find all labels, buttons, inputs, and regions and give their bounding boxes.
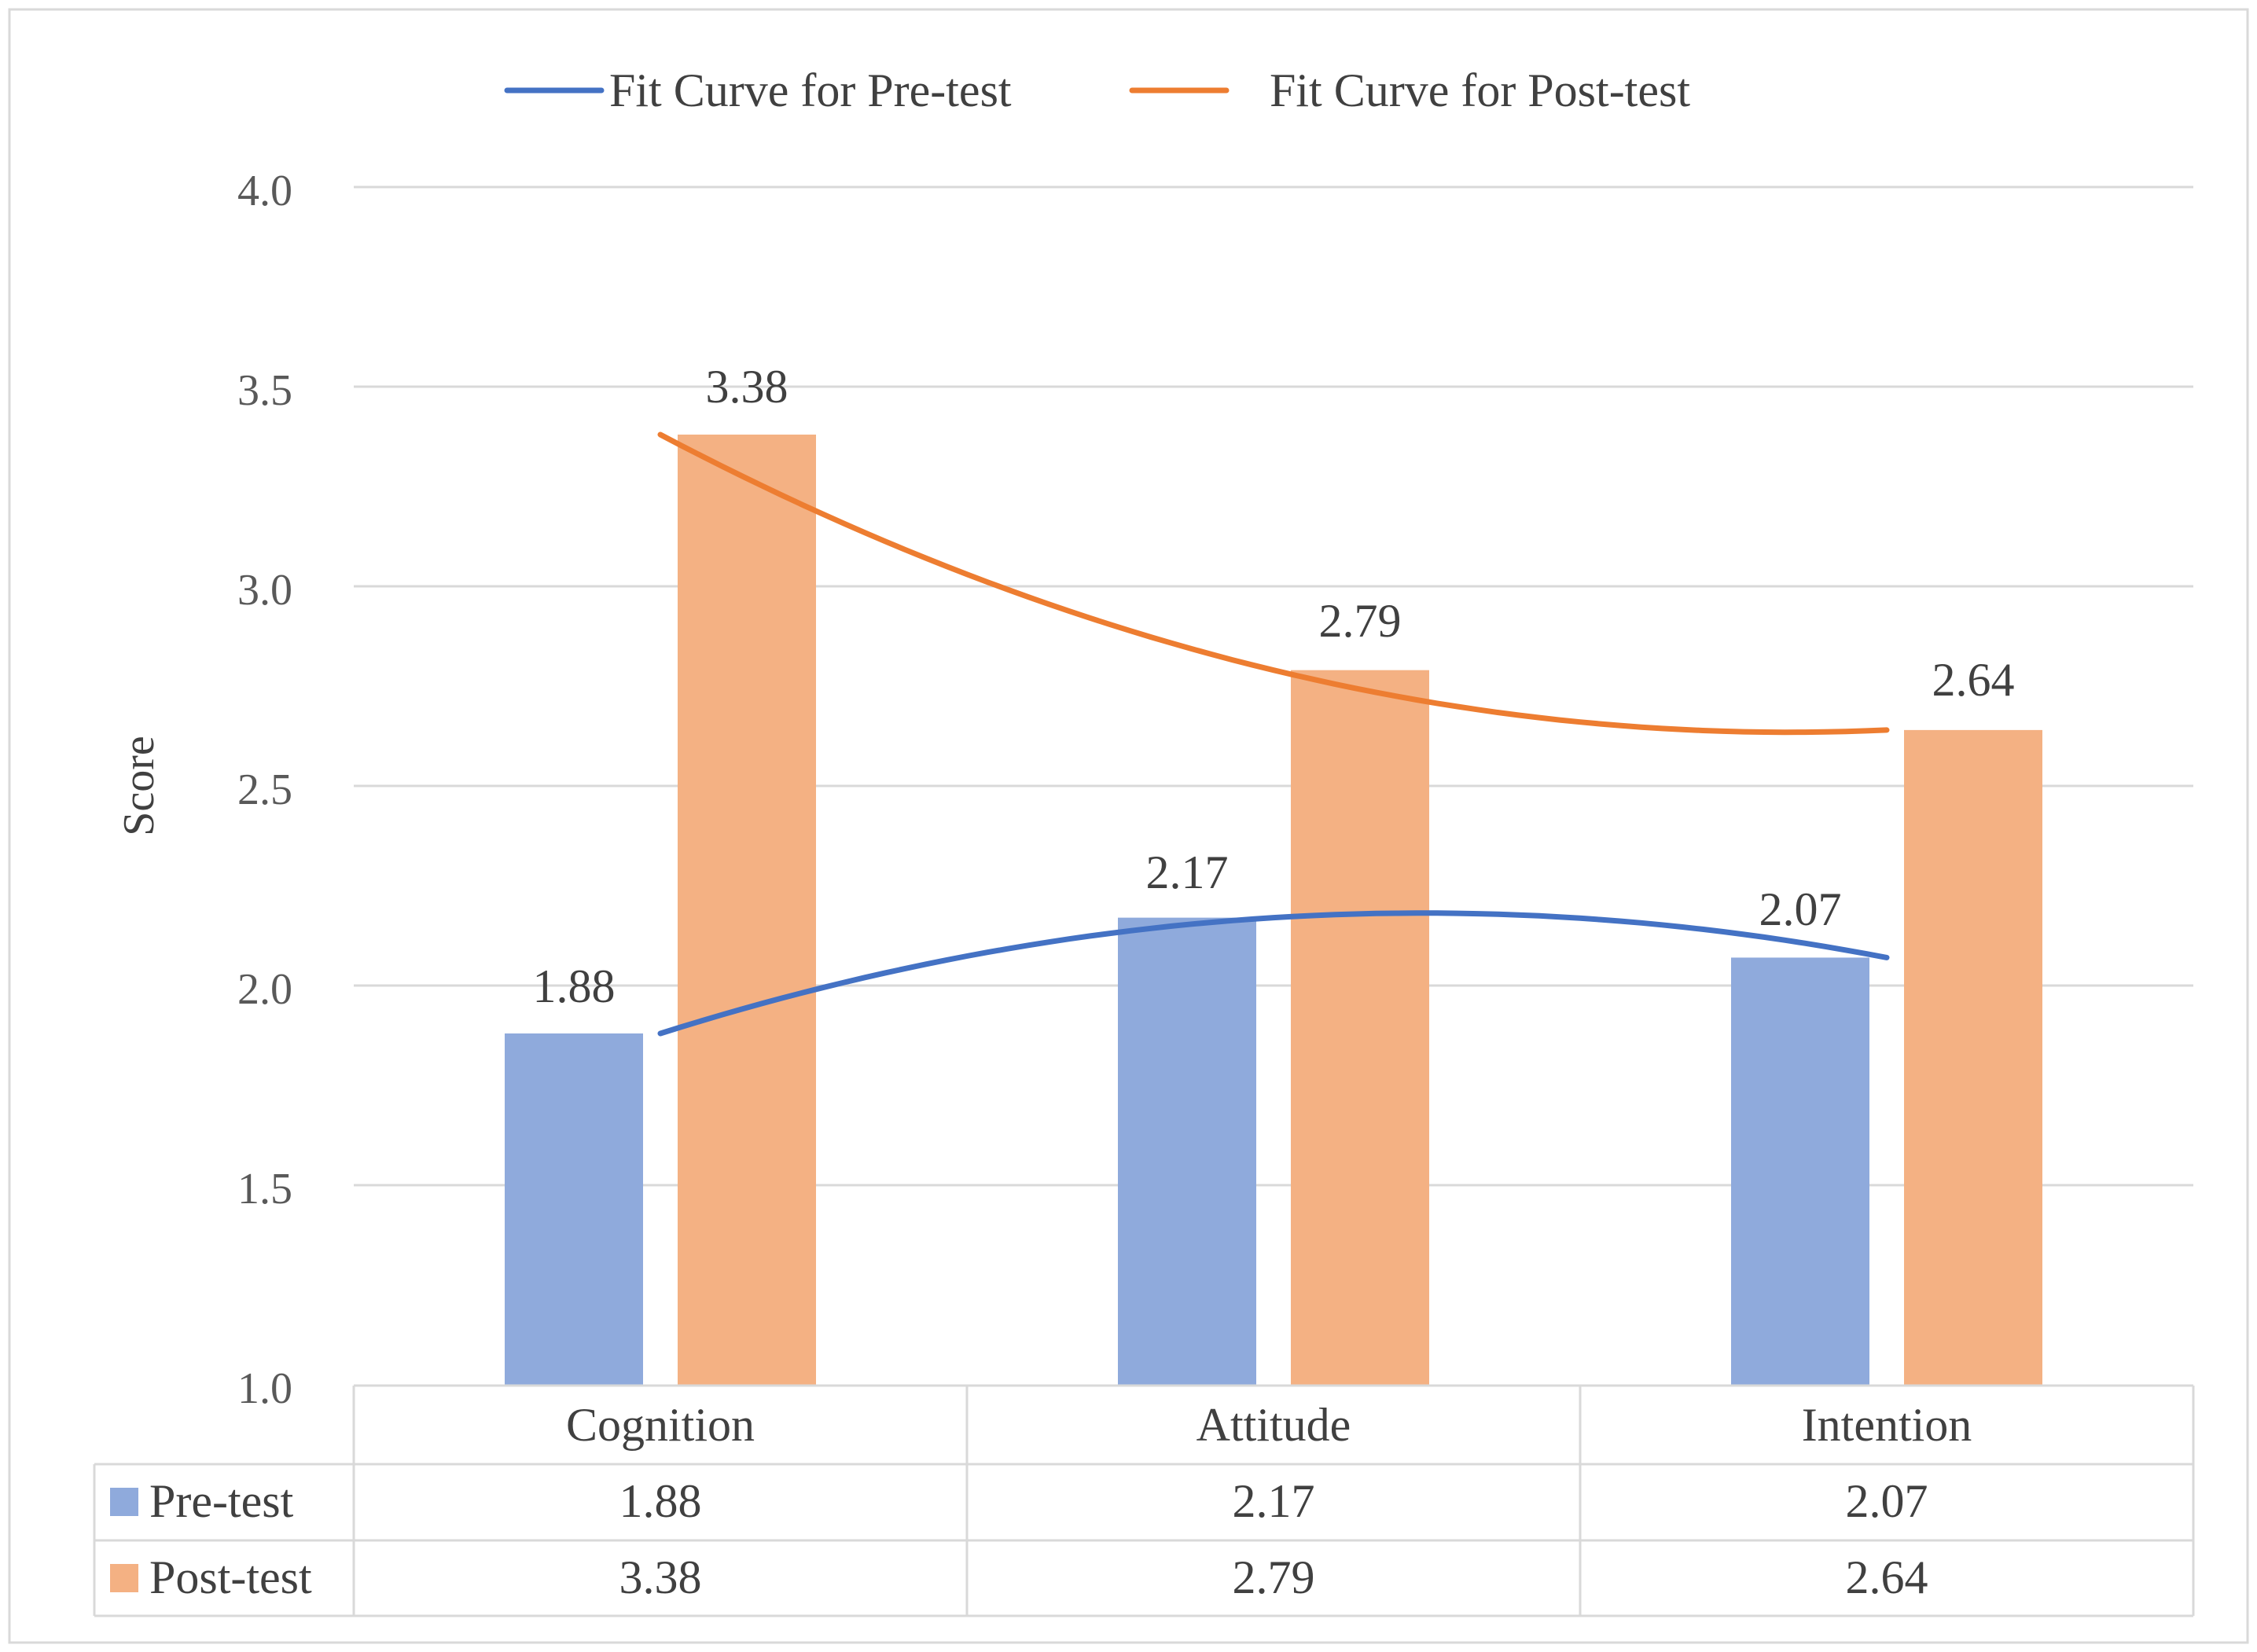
table-cell: 2.07 <box>1846 1475 1928 1527</box>
category-label-intention: Intention <box>1802 1399 1972 1451</box>
fit-curve-pre <box>657 910 1890 1037</box>
table-cell: 3.38 <box>619 1551 702 1603</box>
data-label-pre-attitude: 2.17 <box>1146 846 1229 898</box>
y-tick-label: 4.0 <box>237 167 292 215</box>
data-table-row-post: Post-test 3.38 2.79 2.64 <box>110 1551 1928 1603</box>
data-labels: 1.88 3.38 2.17 2.79 2.07 2.64 <box>533 361 2015 1012</box>
bar-post-test-intention <box>1904 729 2042 1385</box>
table-row-label-post: Post-test <box>149 1551 312 1603</box>
y-tick-label: 2.5 <box>237 765 292 814</box>
category-label-cognition: Cognition <box>566 1399 755 1451</box>
bar-pre-test-attitude <box>1118 917 1256 1385</box>
data-label-pre-intention: 2.07 <box>1759 883 1842 935</box>
table-swatch-post <box>110 1564 138 1592</box>
legend-label-fit-post: Fit Curve for Post-test <box>1270 64 1690 116</box>
table-cell: 2.64 <box>1846 1551 1928 1603</box>
table-swatch-pre <box>110 1488 138 1516</box>
legend: Fit Curve for Pre-test Fit Curve for Pos… <box>504 64 1690 116</box>
data-label-post-attitude: 2.79 <box>1319 595 1402 647</box>
data-label-pre-cognition: 1.88 <box>533 960 616 1012</box>
category-label-attitude: Attitude <box>1197 1399 1351 1451</box>
y-tick-label: 1.0 <box>237 1364 292 1413</box>
table-cell: 1.88 <box>619 1475 702 1527</box>
bar-pre-test-cognition <box>505 1033 643 1385</box>
bar-post-test-cognition <box>678 434 816 1386</box>
y-tick-label: 1.5 <box>237 1165 292 1213</box>
data-label-post-intention: 2.64 <box>1932 654 2015 706</box>
y-axis-ticks: 1.0 1.5 2.0 2.5 3.0 3.5 4.0 <box>237 167 292 1413</box>
table-cell: 2.17 <box>1233 1475 1315 1527</box>
data-label-post-cognition: 3.38 <box>706 361 788 413</box>
data-table-grid <box>93 1384 2195 1617</box>
gridlines <box>354 185 2193 1187</box>
table-cell: 2.79 <box>1233 1551 1315 1603</box>
fit-curve-post <box>657 431 1890 736</box>
y-tick-label: 3.5 <box>237 366 292 415</box>
y-tick-label: 3.0 <box>237 566 292 615</box>
fit-curves <box>657 431 1890 1037</box>
bar-pre-test-intention <box>1731 957 1869 1385</box>
x-axis-categories: Cognition Attitude Intention <box>566 1399 1972 1451</box>
table-row-label-pre: Pre-test <box>149 1475 294 1527</box>
bars <box>505 434 2042 1386</box>
data-table-row-pre: Pre-test 1.88 2.17 2.07 <box>110 1475 1928 1527</box>
y-axis-title: Score <box>115 736 164 836</box>
y-tick-label: 2.0 <box>237 965 292 1014</box>
legend-label-fit-pre: Fit Curve for Pre-test <box>609 64 1012 116</box>
bar-post-test-attitude <box>1291 670 1429 1385</box>
